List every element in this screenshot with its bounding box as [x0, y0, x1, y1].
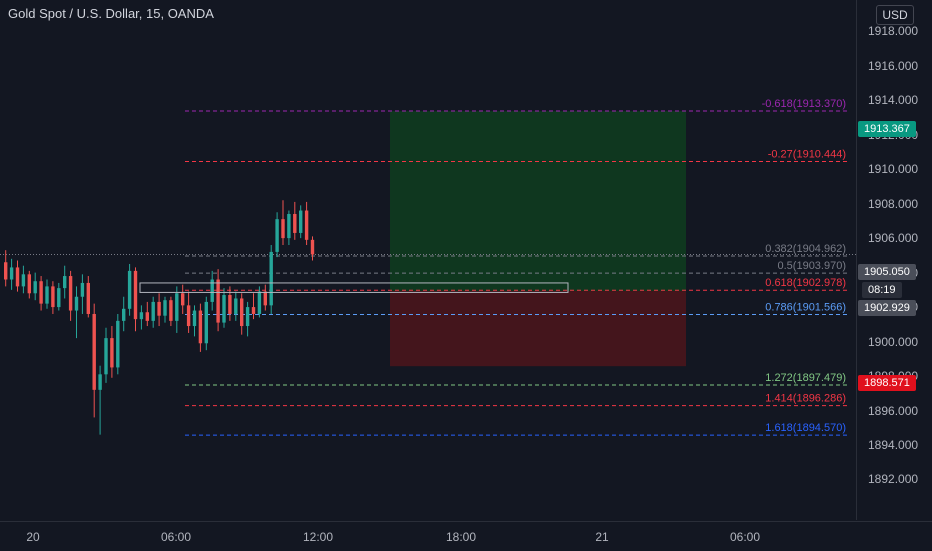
time-axis[interactable]	[0, 521, 932, 551]
candle-body	[15, 267, 20, 287]
candle-body	[98, 374, 102, 390]
candle-body	[281, 219, 285, 239]
candle-body	[74, 296, 79, 311]
price-tick-label: 1906.000	[868, 231, 919, 246]
entry-price-label: 1902.929	[858, 300, 916, 316]
bar-countdown-label: 08:19	[862, 282, 902, 298]
candle-body	[240, 298, 244, 327]
candle-body	[139, 312, 144, 320]
price-tick-label: 1916.000	[868, 58, 919, 73]
candle-body	[21, 274, 26, 287]
candle-body	[216, 279, 220, 323]
candle-body	[39, 281, 43, 304]
fib-level-label: 1.618(1894.570)	[765, 422, 846, 434]
candle-body	[157, 301, 161, 316]
candle-body	[4, 262, 8, 280]
candle-body	[45, 286, 49, 304]
time-tick-label: 06:00	[160, 530, 192, 544]
candle-body	[127, 270, 132, 309]
currency-button[interactable]: USD	[876, 5, 914, 25]
price-tick-label: 1908.000	[868, 196, 919, 211]
profit-zone	[390, 111, 686, 292]
candle-body	[63, 276, 67, 289]
candle-body	[234, 298, 238, 314]
price-tick-label: 1896.000	[868, 403, 919, 418]
candle-body	[304, 210, 309, 240]
candle-body	[104, 338, 108, 375]
candle-body	[51, 286, 55, 308]
candle-body	[245, 307, 250, 327]
candle-body	[86, 282, 90, 314]
fib-level-label: 1.414(1896.286)	[765, 393, 846, 405]
candle-body	[186, 305, 191, 327]
candle-body	[192, 310, 197, 327]
take-profit-price-label: 1913.367	[858, 121, 916, 137]
current-price-label: 1905.050	[858, 264, 916, 280]
candle-body	[222, 295, 226, 323]
time-tick-label: 20	[26, 530, 40, 544]
candle-body	[251, 307, 256, 314]
candle-body	[33, 281, 37, 294]
candle-body	[122, 308, 126, 321]
price-tick-label: 1914.000	[868, 93, 919, 108]
candle-body	[198, 310, 203, 344]
candle-body	[145, 312, 149, 321]
time-tick-label: 21	[595, 530, 609, 544]
candle-body	[27, 274, 31, 294]
candle-body	[169, 300, 173, 321]
fib-level-label: 0.618(1902.978)	[765, 277, 846, 289]
candle-body	[110, 338, 114, 368]
candle-body	[175, 293, 179, 321]
price-axis[interactable]	[856, 0, 932, 520]
candle-body	[181, 293, 185, 306]
candle-body	[275, 219, 279, 252]
price-tick-label: 1900.000	[868, 334, 919, 349]
candle-body	[57, 288, 61, 308]
fib-level-label: 0.786(1901.566)	[765, 302, 846, 314]
candle-body	[204, 301, 208, 344]
fib-extension-tool[interactable]: -0.618(1913.370) -0.27(1910.444) 0.382(190…	[185, 98, 848, 436]
fib-level-label: 0.382(1904.962)	[765, 243, 846, 255]
candle-body	[68, 276, 73, 311]
candle-body	[80, 282, 85, 297]
time-tick-label: 06:00	[729, 530, 761, 544]
fib-level-label: 1.272(1897.479)	[765, 372, 846, 384]
price-tick-label: 1892.000	[868, 472, 919, 487]
time-tick-label: 12:00	[302, 530, 334, 544]
candle-body	[257, 291, 262, 314]
candle-body	[210, 279, 214, 302]
candle-body	[9, 267, 14, 280]
candle-body	[92, 313, 96, 390]
price-tick-label: 1894.000	[868, 438, 919, 452]
candle-body	[299, 210, 303, 233]
fib-level-label: -0.27(1910.444)	[768, 149, 846, 161]
candle-body	[263, 291, 267, 306]
entry-rectangle	[139, 282, 569, 293]
stop-loss-price-label: 1898.571	[858, 375, 916, 391]
candle-body	[269, 251, 273, 306]
candle-body	[116, 320, 120, 368]
candle-body	[163, 300, 167, 316]
time-tick-label: 18:00	[445, 530, 477, 544]
candle-body	[151, 301, 155, 321]
price-tick-label: 1910.000	[868, 162, 919, 177]
symbol-title[interactable]: Gold Spot / U.S. Dollar, 15, OANDA	[8, 6, 214, 21]
candle-body	[228, 295, 232, 314]
fib-level-label: 0.5(1903.970)	[778, 260, 847, 272]
fib-level-label: -0.618(1913.370)	[762, 98, 846, 110]
candle-body	[293, 213, 297, 233]
candle-body	[310, 239, 315, 255]
price-tick-label: 1918.000	[868, 24, 919, 39]
candle-body	[287, 213, 291, 239]
loss-zone	[390, 291, 686, 367]
candle-body	[133, 270, 138, 320]
